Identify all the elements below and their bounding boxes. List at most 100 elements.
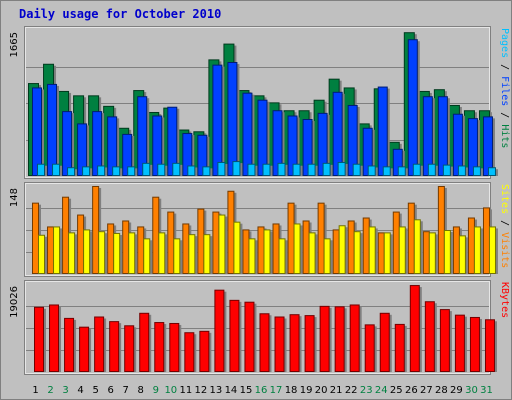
bar-visits-13 — [212, 211, 220, 274]
bar-kbytes-8 — [139, 312, 150, 373]
bar-pages-4 — [82, 166, 91, 176]
x-tick-20: 20 — [315, 385, 328, 396]
x-tick-5: 5 — [92, 385, 98, 396]
bar-files-31 — [482, 116, 493, 177]
bar-kbytes-17 — [274, 316, 285, 373]
bar-files-26 — [407, 39, 418, 176]
bar-pages-12 — [202, 166, 211, 176]
bar-visits-26 — [407, 202, 415, 274]
x-tick-11: 11 — [179, 385, 192, 396]
bar-sites-13 — [218, 214, 226, 275]
x-tick-4: 4 — [77, 385, 83, 396]
bar-sites-6 — [113, 232, 121, 275]
legend-visits-sites: Sites / Visits — [499, 184, 510, 268]
bar-sites-23 — [368, 226, 376, 274]
bar-sites-14 — [233, 221, 241, 274]
bar-sites-16 — [263, 229, 271, 275]
bar-sites-2 — [53, 226, 61, 274]
bar-kbytes-2 — [49, 304, 60, 372]
bar-sites-19 — [308, 232, 316, 274]
bar-kbytes-14 — [229, 299, 240, 372]
x-tick-24: 24 — [375, 385, 388, 396]
bar-sites-27 — [428, 232, 436, 274]
ymax-label-kbytes: 19026 — [9, 286, 20, 318]
bar-visits-9 — [152, 196, 160, 274]
x-tick-19: 19 — [300, 385, 313, 396]
bar-files-24 — [377, 86, 388, 176]
bar-kbytes-7 — [124, 325, 135, 372]
bar-visits-4 — [77, 214, 85, 275]
bar-kbytes-12 — [199, 330, 210, 372]
chart-panels: 1665 Pages / Files / Hits 148 Sites / Visit… — [9, 26, 510, 375]
x-tick-14: 14 — [225, 385, 238, 396]
x-tick-10: 10 — [164, 385, 177, 396]
bar-sites-5 — [98, 231, 106, 275]
bar-visits-28 — [437, 186, 445, 274]
bar-kbytes-10 — [169, 322, 180, 372]
bar-sites-1 — [38, 234, 45, 275]
bar-pages-27 — [427, 163, 436, 177]
legend-hits-files-pages: Pages / Files / Hits — [499, 28, 510, 148]
bar-sites-10 — [173, 238, 181, 274]
bar-visits-10 — [167, 211, 175, 274]
series-sites — [38, 214, 498, 275]
bar-pages-22 — [352, 163, 361, 177]
bar-visits-1 — [32, 202, 39, 274]
bar-pages-13 — [217, 161, 226, 177]
panel-kbytes: 19026 KBytes — [9, 280, 510, 375]
bar-visits-15 — [242, 229, 250, 275]
bar-sites-3 — [68, 232, 76, 274]
x-tick-16: 16 — [255, 385, 268, 396]
bar-visits-6 — [107, 223, 115, 274]
bar-visits-25 — [392, 211, 400, 274]
bar-visits-20 — [317, 202, 325, 274]
series-pages — [37, 161, 498, 177]
panel-hits-files-pages: 1665 Pages / Files / Hits — [9, 26, 510, 179]
x-tick-7: 7 — [123, 385, 129, 396]
bar-files-28 — [437, 96, 448, 176]
bar-visits-30 — [467, 217, 475, 275]
x-tick-30: 30 — [465, 385, 478, 396]
bar-visits-23 — [362, 217, 370, 275]
x-tick-12: 12 — [195, 385, 208, 396]
bar-kbytes-3 — [64, 317, 75, 373]
bar-sites-25 — [398, 226, 406, 274]
bar-kbytes-28 — [439, 309, 450, 373]
bar-kbytes-6 — [109, 321, 120, 372]
legend-entry-visits: Visits — [499, 232, 510, 268]
legend-separator: / — [499, 106, 510, 124]
bar-pages-6 — [112, 166, 121, 176]
bar-sites-31 — [488, 226, 496, 274]
x-tick-6: 6 — [107, 385, 113, 396]
bar-sites-4 — [83, 229, 91, 275]
panel-inner-frame — [25, 27, 490, 178]
x-tick-15: 15 — [240, 385, 253, 396]
x-tick-29: 29 — [450, 385, 463, 396]
bar-visits-3 — [62, 196, 70, 274]
bar-sites-12 — [203, 234, 211, 274]
bar-kbytes-25 — [394, 323, 405, 372]
x-tick-2: 2 — [47, 385, 53, 396]
legend-entry-kbytes: KBytes — [499, 282, 510, 318]
bar-kbytes-4 — [79, 326, 90, 372]
bar-visits-31 — [482, 207, 490, 275]
bar-visits-18 — [287, 202, 295, 274]
bar-sites-18 — [293, 223, 301, 274]
x-tick-21: 21 — [330, 385, 343, 396]
bar-visits-24 — [377, 232, 385, 274]
x-tick-17: 17 — [270, 385, 283, 396]
bar-pages-7 — [127, 166, 136, 176]
legend-entry-pages: Pages — [499, 28, 510, 58]
x-tick-9: 9 — [153, 385, 159, 396]
bar-pages-10 — [172, 162, 181, 177]
bar-pages-8 — [142, 162, 151, 177]
bar-pages-26 — [412, 163, 421, 177]
bar-kbytes-20 — [319, 305, 330, 372]
x-tick-8: 8 — [138, 385, 144, 396]
bar-pages-30 — [472, 166, 481, 176]
x-tick-27: 27 — [420, 385, 433, 396]
bar-files-3 — [62, 111, 73, 177]
bar-sites-30 — [473, 226, 481, 274]
bar-files-27 — [422, 96, 433, 176]
bar-sites-21 — [338, 225, 346, 274]
